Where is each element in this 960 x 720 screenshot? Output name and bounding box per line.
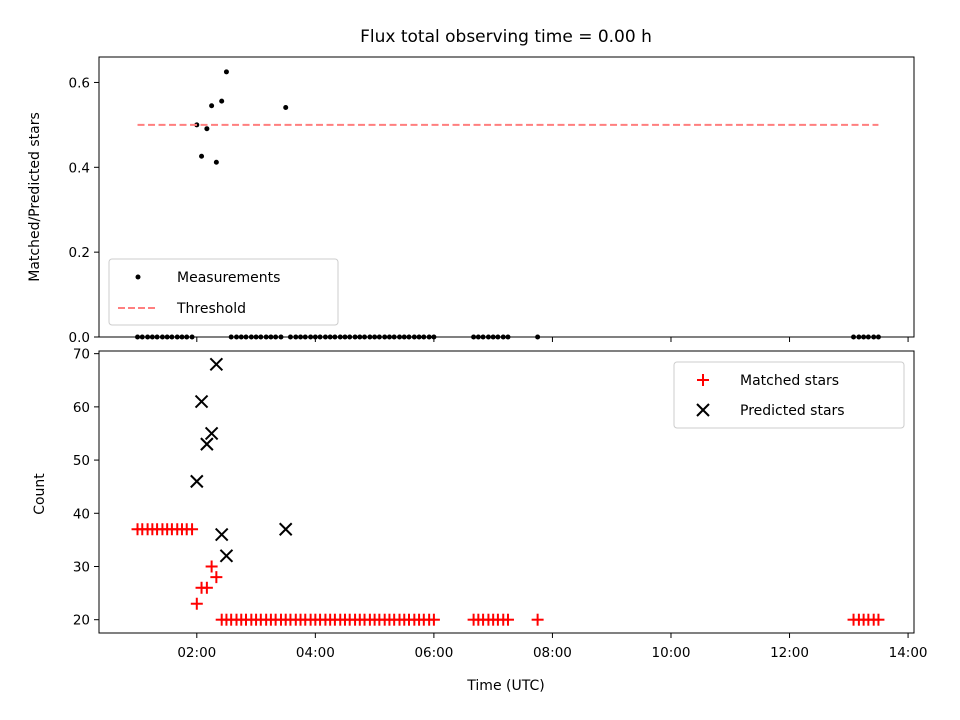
- legend-top-frame: [108, 258, 339, 326]
- matched-stars-point: [501, 613, 514, 626]
- y-tick-label-top: 0.2: [69, 245, 90, 261]
- matched-stars-point: [872, 613, 885, 626]
- axes-frame-top: [98, 56, 915, 338]
- matched-stars-point: [531, 613, 544, 626]
- x-tick-label: 14:00: [889, 645, 928, 661]
- y-tick-label-bottom: 60: [73, 400, 90, 416]
- legend-predicted-marker: [696, 403, 710, 417]
- x-tick-label: 02:00: [177, 645, 216, 661]
- legend-matched-label: Matched stars: [740, 373, 839, 389]
- y-tick-label-bottom: 50: [73, 453, 90, 469]
- x-axis-label: Time (UTC): [466, 678, 544, 694]
- legend-threshold-label: Threshold: [176, 301, 246, 317]
- y-tick-label-top: 0.6: [69, 75, 90, 91]
- predicted-stars-point: [204, 426, 219, 441]
- measurement-point: [199, 153, 205, 159]
- x-tick-label: 12:00: [770, 645, 809, 661]
- legend-measurements-marker: [135, 274, 141, 280]
- matched-stars-point: [210, 571, 223, 584]
- x-tick-label: 08:00: [533, 645, 572, 661]
- matched-stars-point: [200, 581, 213, 594]
- count-panel: 20 30 40 50 60 70 02:00 04:00 06:00 08:00 10:00 12:…: [73, 347, 928, 661]
- measurement-point: [213, 159, 219, 165]
- y-tick-label-top: 0.4: [69, 160, 90, 176]
- matched-stars-point: [427, 613, 440, 626]
- y-axis-label-bottom: Count: [32, 473, 48, 515]
- legend-predicted-label: Predicted stars: [740, 403, 845, 419]
- chart-title: Flux total observing time = 0.00 h: [360, 27, 652, 47]
- measurement-point: [204, 126, 210, 132]
- legend-top: Measurements Threshold: [108, 258, 339, 326]
- legend-bottom: Matched stars Predicted stars: [673, 361, 905, 429]
- y-tick-label-bottom: 70: [73, 347, 90, 363]
- y-tick-label-bottom: 20: [73, 613, 90, 629]
- y-tick-label-top: 0.0: [69, 330, 90, 346]
- matched-stars-point: [190, 597, 203, 610]
- predicted-stars-point: [279, 522, 293, 536]
- predicted-stars-point: [194, 394, 209, 409]
- y-tick-label-bottom: 30: [73, 559, 90, 575]
- y-axis-label-top: Matched/Predicted stars: [27, 112, 43, 282]
- predicted-stars-point: [219, 549, 234, 563]
- axes-frame-bottom: [98, 350, 915, 634]
- legend-measurements-label: Measurements: [177, 270, 280, 286]
- measurement-point: [219, 98, 225, 104]
- measurement-point: [223, 69, 229, 75]
- predicted-stars-point: [190, 474, 204, 489]
- x-tick-label: 06:00: [414, 645, 453, 661]
- ratio-panel: 0.0 0.2 0.4 0.6: [69, 56, 915, 346]
- x-tick-label: 04:00: [296, 645, 335, 661]
- measurement-point: [209, 103, 215, 109]
- predicted-stars-point: [214, 527, 229, 542]
- predicted-stars-point: [200, 437, 214, 451]
- x-tick-label: 10:00: [652, 645, 691, 661]
- legend-matched-marker: [697, 374, 709, 386]
- predicted-stars-point: [209, 357, 224, 372]
- matched-stars-point: [205, 560, 218, 573]
- matched-stars-point: [186, 523, 199, 536]
- legend-bottom-frame: [673, 361, 905, 429]
- measurement-point: [283, 104, 289, 110]
- y-tick-label-bottom: 40: [73, 506, 90, 522]
